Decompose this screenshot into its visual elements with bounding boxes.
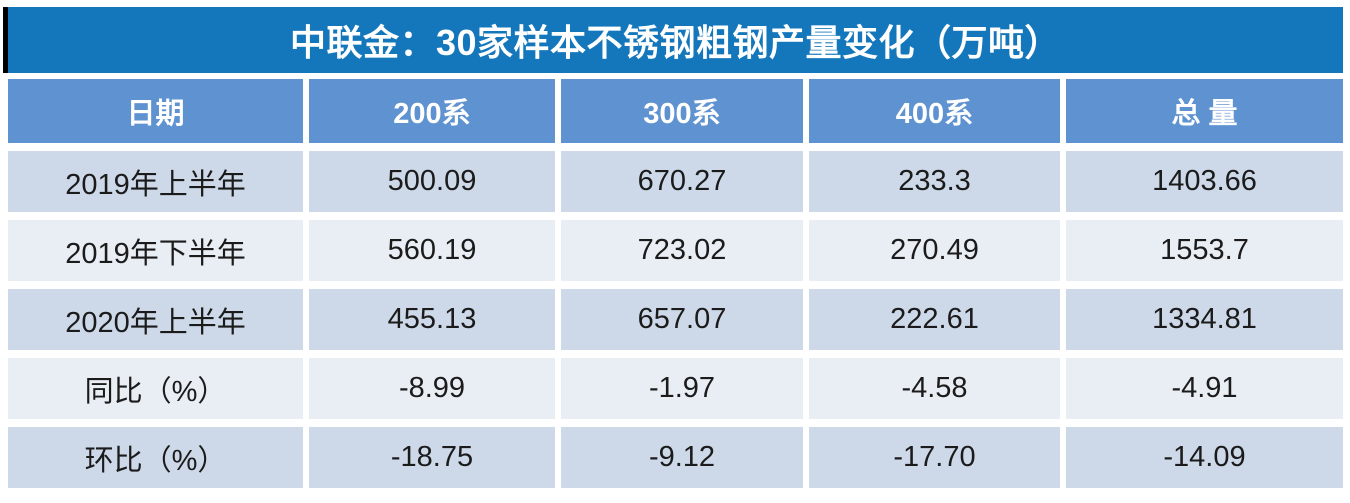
table-cell: -14.09 — [1066, 427, 1343, 488]
table-cell: 500.09 — [309, 151, 555, 212]
header-row: 日期 200系 300系 400系 总 量 — [8, 79, 1343, 143]
table-title: 中联金：30家样本不锈钢粗钢产量变化（万吨） — [289, 22, 1062, 63]
row-label: 2020年上半年 — [8, 289, 303, 350]
table-cell: -17.70 — [809, 427, 1060, 488]
table-cell: 222.61 — [809, 289, 1060, 350]
row-label: 同比（%） — [8, 358, 303, 419]
column-header-400: 400系 — [809, 79, 1060, 143]
table-cell: -8.99 — [309, 358, 555, 419]
production-table-figure: 中联金：30家样本不锈钢粗钢产量变化（万吨） 日期 200系 300系 400系… — [3, 7, 1343, 488]
table-cell: -1.97 — [561, 358, 803, 419]
table-cell: 1334.81 — [1066, 289, 1343, 350]
table-cell: -18.75 — [309, 427, 555, 488]
row-label: 2019年下半年 — [8, 220, 303, 281]
row-label: 2019年上半年 — [8, 151, 303, 212]
column-header-200: 200系 — [309, 79, 555, 143]
row-label: 环比（%） — [8, 427, 303, 488]
table-cell: 723.02 — [561, 220, 803, 281]
table-row: 2020年上半年 455.13 657.07 222.61 1334.81 — [8, 289, 1343, 350]
table-cell: -9.12 — [561, 427, 803, 488]
table-cell: 1403.66 — [1066, 151, 1343, 212]
table-row: 2019年上半年 500.09 670.27 233.3 1403.66 — [8, 151, 1343, 212]
table-cell: -4.91 — [1066, 358, 1343, 419]
column-header-300: 300系 — [561, 79, 803, 143]
title-bar: 中联金：30家样本不锈钢粗钢产量变化（万吨） — [3, 7, 1343, 73]
table-row: 环比（%） -18.75 -9.12 -17.70 -14.09 — [8, 427, 1343, 488]
table-cell: 233.3 — [809, 151, 1060, 212]
column-header-date: 日期 — [8, 79, 303, 143]
table-cell: 560.19 — [309, 220, 555, 281]
table-cell: -4.58 — [809, 358, 1060, 419]
table-cell: 455.13 — [309, 289, 555, 350]
column-header-total: 总 量 — [1066, 79, 1343, 143]
table-row: 同比（%） -8.99 -1.97 -4.58 -4.91 — [8, 358, 1343, 419]
table-row: 2019年下半年 560.19 723.02 270.49 1553.7 — [8, 220, 1343, 281]
table-cell: 657.07 — [561, 289, 803, 350]
table-cell: 270.49 — [809, 220, 1060, 281]
table-cell: 1553.7 — [1066, 220, 1343, 281]
table-cell: 670.27 — [561, 151, 803, 212]
